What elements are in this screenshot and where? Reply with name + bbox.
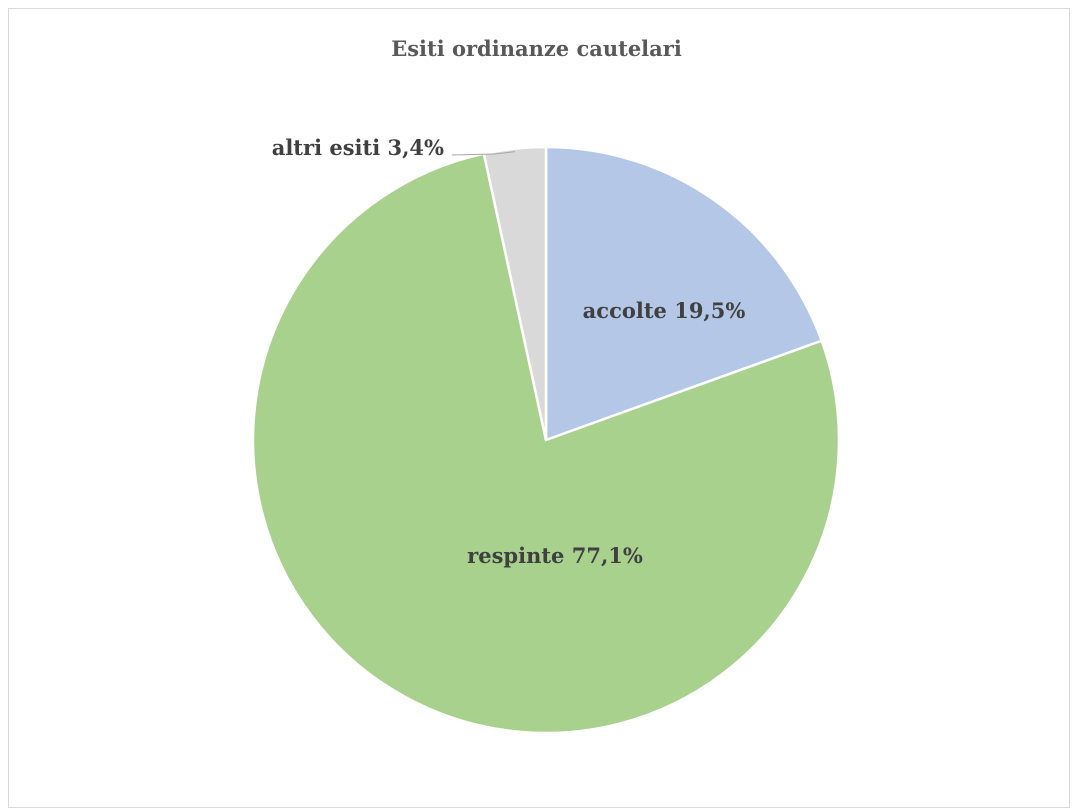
leader-line-altri-esiti (451, 151, 515, 156)
pie-slice-accolte (544, 145, 824, 442)
chart-title: Esiti ordinanze cautelari (391, 36, 682, 61)
pie-slice-altri-esiti (482, 145, 548, 441)
pie-slice-respinte (251, 152, 841, 735)
data-label-respinte: respinte 77,1% (467, 543, 643, 568)
data-label-altri-esiti: altri esiti 3,4% (272, 135, 444, 160)
data-label-accolte: accolte 19,5% (583, 298, 746, 323)
